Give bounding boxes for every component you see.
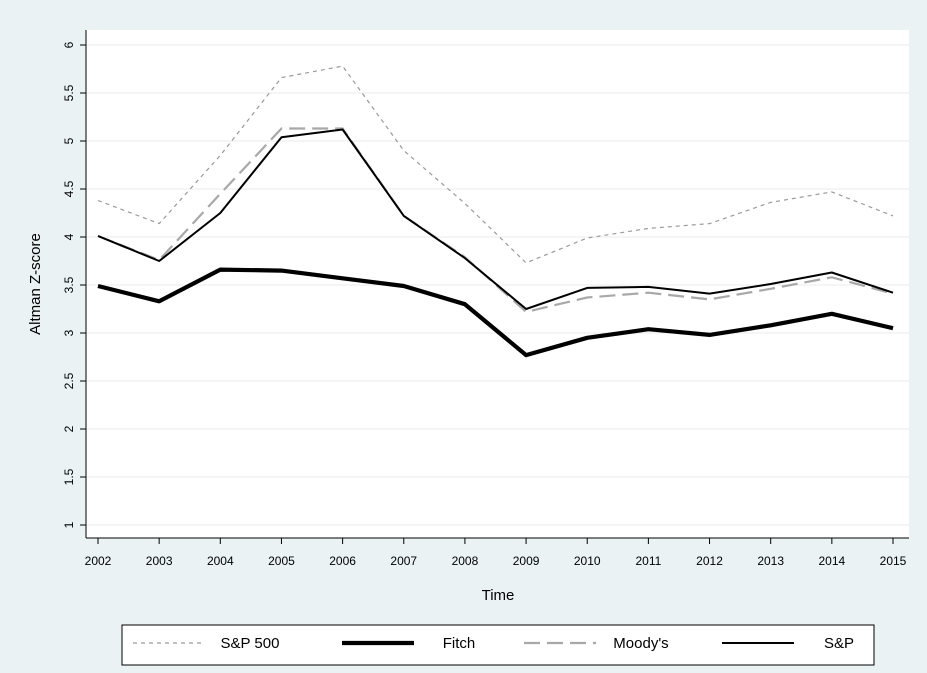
y-tick-label: 1.5 — [62, 468, 76, 485]
series-lines — [97, 65, 894, 358]
x-tick-label: 2014 — [818, 554, 845, 568]
y-tick-label: 1 — [62, 521, 76, 528]
x-tick-label: 2004 — [207, 554, 234, 568]
x-tick-label: 2009 — [513, 554, 540, 568]
series-line — [97, 127, 894, 313]
series-line — [97, 267, 894, 358]
x-tick-label: 2013 — [757, 554, 784, 568]
y-tick-label: 2.5 — [62, 372, 76, 389]
legend-label: S&P 500 — [221, 635, 280, 652]
x-tick-label: 2006 — [329, 554, 356, 568]
y-tick-label: 3.5 — [62, 276, 76, 293]
x-tick-label: 2008 — [452, 554, 479, 568]
x-tick-label: 2007 — [390, 554, 417, 568]
x-axis-title: Time — [482, 587, 515, 604]
x-tick-label: 2010 — [574, 554, 601, 568]
series-line — [97, 128, 894, 310]
series-line — [97, 65, 894, 264]
y-tick-label: 4 — [62, 233, 76, 240]
y-tick-label: 4.5 — [62, 180, 76, 197]
legend-box — [121, 624, 875, 666]
legend-label: Moody's — [613, 635, 668, 652]
y-tick-label: 2 — [62, 425, 76, 432]
y-axis: 1 1.5 2 2.5 3 3.5 4 4.5 5 5.5 6 — [62, 30, 87, 538]
x-tick-label: 2012 — [696, 554, 723, 568]
x-tick-label: 2011 — [635, 554, 661, 568]
legend-items: S&P 500 Fitch Moody's S&P — [133, 635, 854, 652]
x-axis: 2002 2003 2004 2005 2006 2007 2008 2009 2010 2011… — [85, 537, 909, 568]
y-tick-label: 3 — [62, 329, 76, 336]
x-tick-label: 2005 — [268, 554, 295, 568]
legend: S&P 500 Fitch Moody's S&P — [121, 624, 875, 666]
legend-label: Fitch — [443, 635, 476, 652]
x-tick-label: 2002 — [85, 554, 112, 568]
y-tick-label: 6 — [62, 41, 76, 48]
y-tick-label: 5.5 — [62, 84, 76, 101]
x-tick-label: 2015 — [880, 554, 907, 568]
y-tick-label: 5 — [62, 137, 76, 144]
x-tick-label: 2003 — [146, 554, 173, 568]
y-axis-title: Altman Z-score — [27, 233, 44, 335]
legend-label: S&P — [824, 635, 854, 652]
gridlines — [86, 44, 909, 526]
